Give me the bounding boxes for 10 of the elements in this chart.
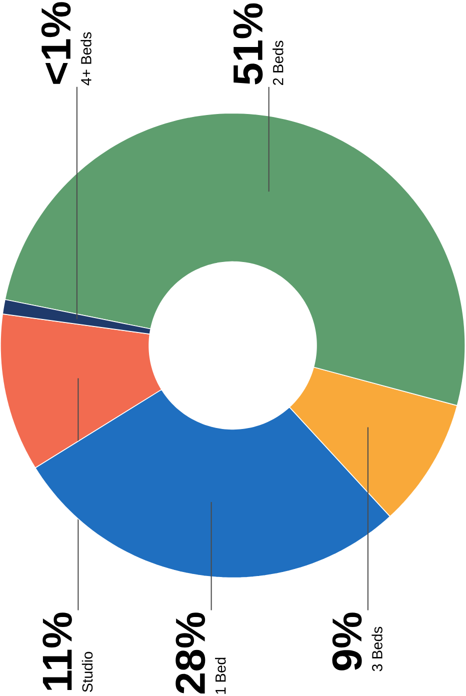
slice-label: Studio (82, 652, 93, 692)
slice-label: 2 Beds (272, 40, 284, 85)
slice-label: 1 Bed (215, 658, 226, 694)
data-label: <1% (42, 2, 71, 84)
data-label: 9% (332, 612, 362, 670)
slice-label: 3 Beds (372, 626, 383, 672)
data-label: 28% (176, 612, 206, 694)
data-label: 51% (234, 3, 263, 84)
slice-label: 4+ Beds (80, 32, 92, 86)
data-label: 11% (42, 612, 72, 690)
